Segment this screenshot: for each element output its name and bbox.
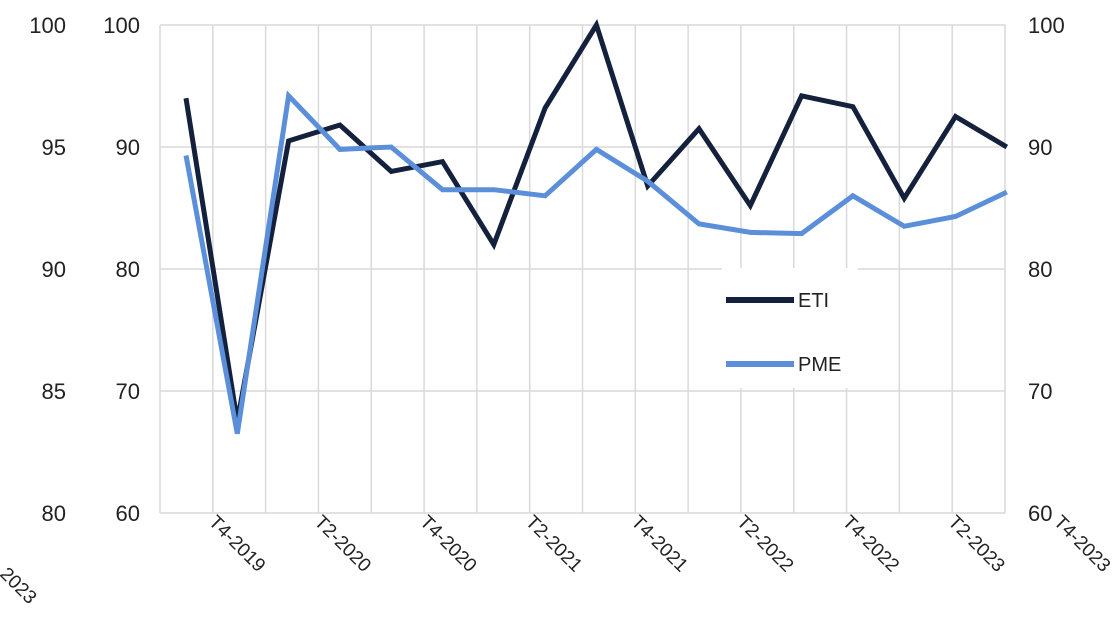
legend: ETI PME [722,268,858,388]
inner-y-tick-label: 80 [116,257,140,282]
inner-y-tick-label: 100 [103,13,140,38]
outer-y-tick-label: 90 [42,257,66,282]
legend-box [722,268,858,388]
inner-y-tick-label: 70 [116,379,140,404]
right-y-tick-label: 90 [1028,135,1052,160]
inner-y-tick-label: 90 [116,135,140,160]
right-y-tick-label: 70 [1028,379,1052,404]
series-line-pme [183,90,1008,435]
outer-y-tick-label: 95 [42,135,66,160]
legend-label-eti: ETI [798,290,829,312]
right-y-tick-label: 60 [1028,501,1052,526]
outer-y-tick-label: 100 [29,13,66,38]
outer-y-tick-label: 80 [42,501,66,526]
inner-y-tick-label: 60 [116,501,140,526]
outer-y-tick-label: 85 [42,379,66,404]
legend-label-pme: PME [798,354,841,376]
right-y-tick-label: 100 [1028,13,1065,38]
series-lines [183,19,1009,435]
right-y-tick-label: 80 [1028,257,1052,282]
